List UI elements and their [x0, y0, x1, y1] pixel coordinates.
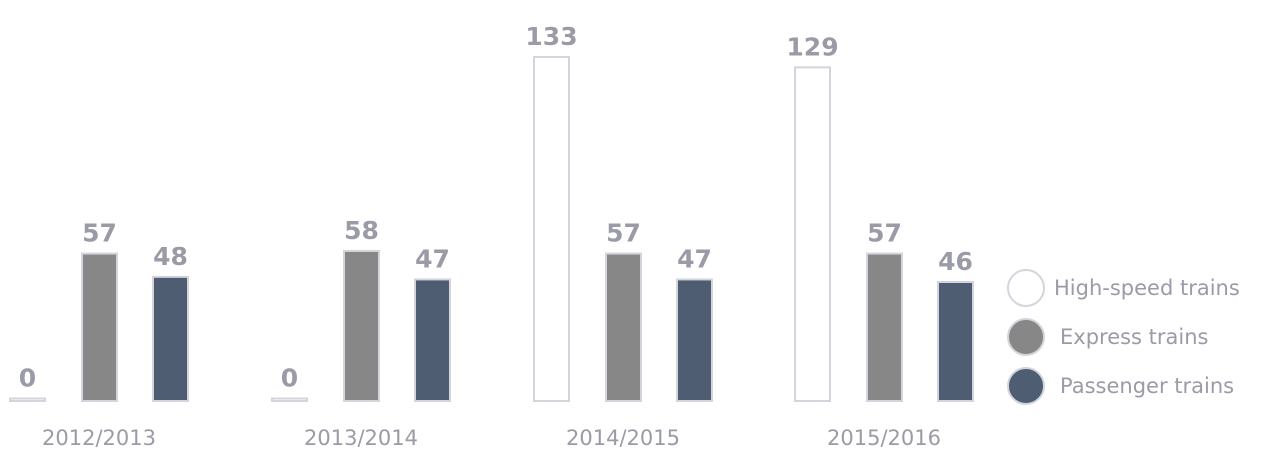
data-label-express-trains-2013-2014: 58	[344, 216, 379, 245]
data-label-high-speed-trains-2015-2016: 129	[786, 32, 838, 61]
data-label-passenger-trains-2012-2013: 48	[153, 242, 188, 271]
bars-layer: 0 57 48 0 58 47 133 57 47 129 57 46	[9, 22, 974, 403]
bar-high-speed-trains-2015-2016	[794, 66, 831, 403]
bar-express-trains-2013-2014	[343, 249, 380, 402]
data-label-express-trains-2012-2013: 57	[82, 219, 117, 248]
legend: High-speed trains Express trains Passenger…	[1007, 269, 1240, 405]
data-label-passenger-trains-2013-2014: 47	[415, 244, 450, 273]
x-tick-label-2013-2014: 2013/2014	[304, 426, 418, 450]
x-tick-label-2015-2016: 2015/2016	[827, 426, 941, 450]
bar-express-trains-2012-2013	[81, 252, 118, 402]
bar-high-speed-trains-2014-2015	[533, 56, 570, 402]
data-label-high-speed-trains-2013-2014: 0	[281, 364, 298, 393]
data-label-express-trains-2015-2016: 57	[867, 219, 902, 248]
legend-label-passenger-trains: Passenger trains	[1060, 374, 1234, 398]
data-label-express-trains-2014-2015: 57	[606, 219, 641, 248]
x-axis-tick-labels: 2012/2013 2013/2014 2014/2015 2015/2016	[42, 426, 941, 450]
bar-passenger-trains-2014-2015	[676, 278, 713, 403]
data-label-high-speed-trains-2014-2015: 133	[525, 22, 577, 51]
bar-passenger-trains-2013-2014	[414, 278, 451, 403]
bar-high-speed-trains-2013-2014	[271, 397, 308, 402]
data-label-passenger-trains-2014-2015: 47	[677, 244, 712, 273]
legend-swatch-passenger-trains	[1007, 367, 1045, 405]
bar-express-trains-2014-2015	[605, 252, 642, 402]
bar-passenger-trains-2012-2013	[152, 275, 189, 402]
x-tick-label-2014-2015: 2014/2015	[566, 426, 680, 450]
bar-express-trains-2015-2016	[866, 252, 903, 402]
bar-high-speed-trains-2012-2013	[9, 397, 46, 402]
data-label-passenger-trains-2015-2016: 46	[938, 247, 973, 276]
bar-passenger-trains-2015-2016	[937, 281, 974, 402]
legend-swatch-express-trains	[1007, 318, 1045, 356]
legend-swatch-high-speed-trains	[1007, 269, 1045, 307]
x-tick-label-2012-2013: 2012/2013	[42, 426, 156, 450]
legend-label-express-trains: Express trains	[1060, 325, 1209, 349]
legend-label-high-speed-trains: High-speed trains	[1054, 276, 1240, 300]
data-label-high-speed-trains-2012-2013: 0	[19, 364, 36, 393]
